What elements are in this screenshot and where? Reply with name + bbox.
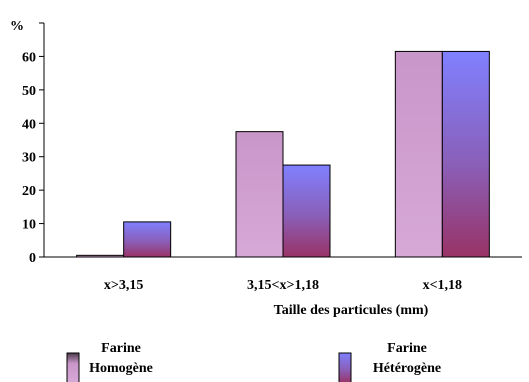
bars — [76, 50, 490, 258]
bar-series-0-cat-1 — [235, 131, 284, 258]
x-category-label: 3,15<x>1,18 — [247, 278, 319, 293]
y-tick-label: 50 — [22, 84, 36, 99]
y-tick-label: 30 — [22, 151, 36, 166]
legend: Farine Homogène Farine Hétérogène — [66, 341, 441, 382]
legend-label-homogene-line2: Homogène — [89, 361, 153, 376]
bar-series-1-cat-2 — [441, 50, 490, 258]
y-tick-label: 40 — [22, 117, 36, 132]
legend-swatch-heterogene — [338, 352, 352, 382]
legend-label-heterogene-line2: Hétérogène — [373, 361, 441, 376]
y-axis-ticks: 0 10 20 30 40 50 60 — [22, 22, 44, 266]
legend-swatch-homogene — [66, 352, 80, 382]
y-tick-label: 20 — [22, 184, 36, 199]
legend-label-heterogene-line1: Farine — [387, 341, 427, 356]
y-tick-label: 60 — [22, 50, 36, 65]
y-tick-label: 0 — [29, 251, 36, 266]
bar-series-1-cat-1 — [282, 164, 331, 258]
x-category-labels: x>3,15 3,15<x>1,18 x<1,18 — [104, 278, 462, 293]
y-axis-title: % — [10, 19, 24, 34]
bar-series-1-cat-0 — [123, 221, 172, 258]
legend-label-homogene-line1: Farine — [101, 341, 141, 356]
bar-series-0-cat-2 — [394, 50, 443, 258]
x-axis-title: Taille des particules (mm) — [274, 303, 429, 318]
x-category-label: x<1,18 — [423, 278, 462, 293]
x-category-label: x>3,15 — [104, 278, 143, 293]
legend-item-homogene: Farine Homogène — [66, 341, 153, 382]
legend-item-heterogene: Farine Hétérogène — [338, 341, 441, 382]
y-tick-label: 10 — [22, 218, 36, 233]
